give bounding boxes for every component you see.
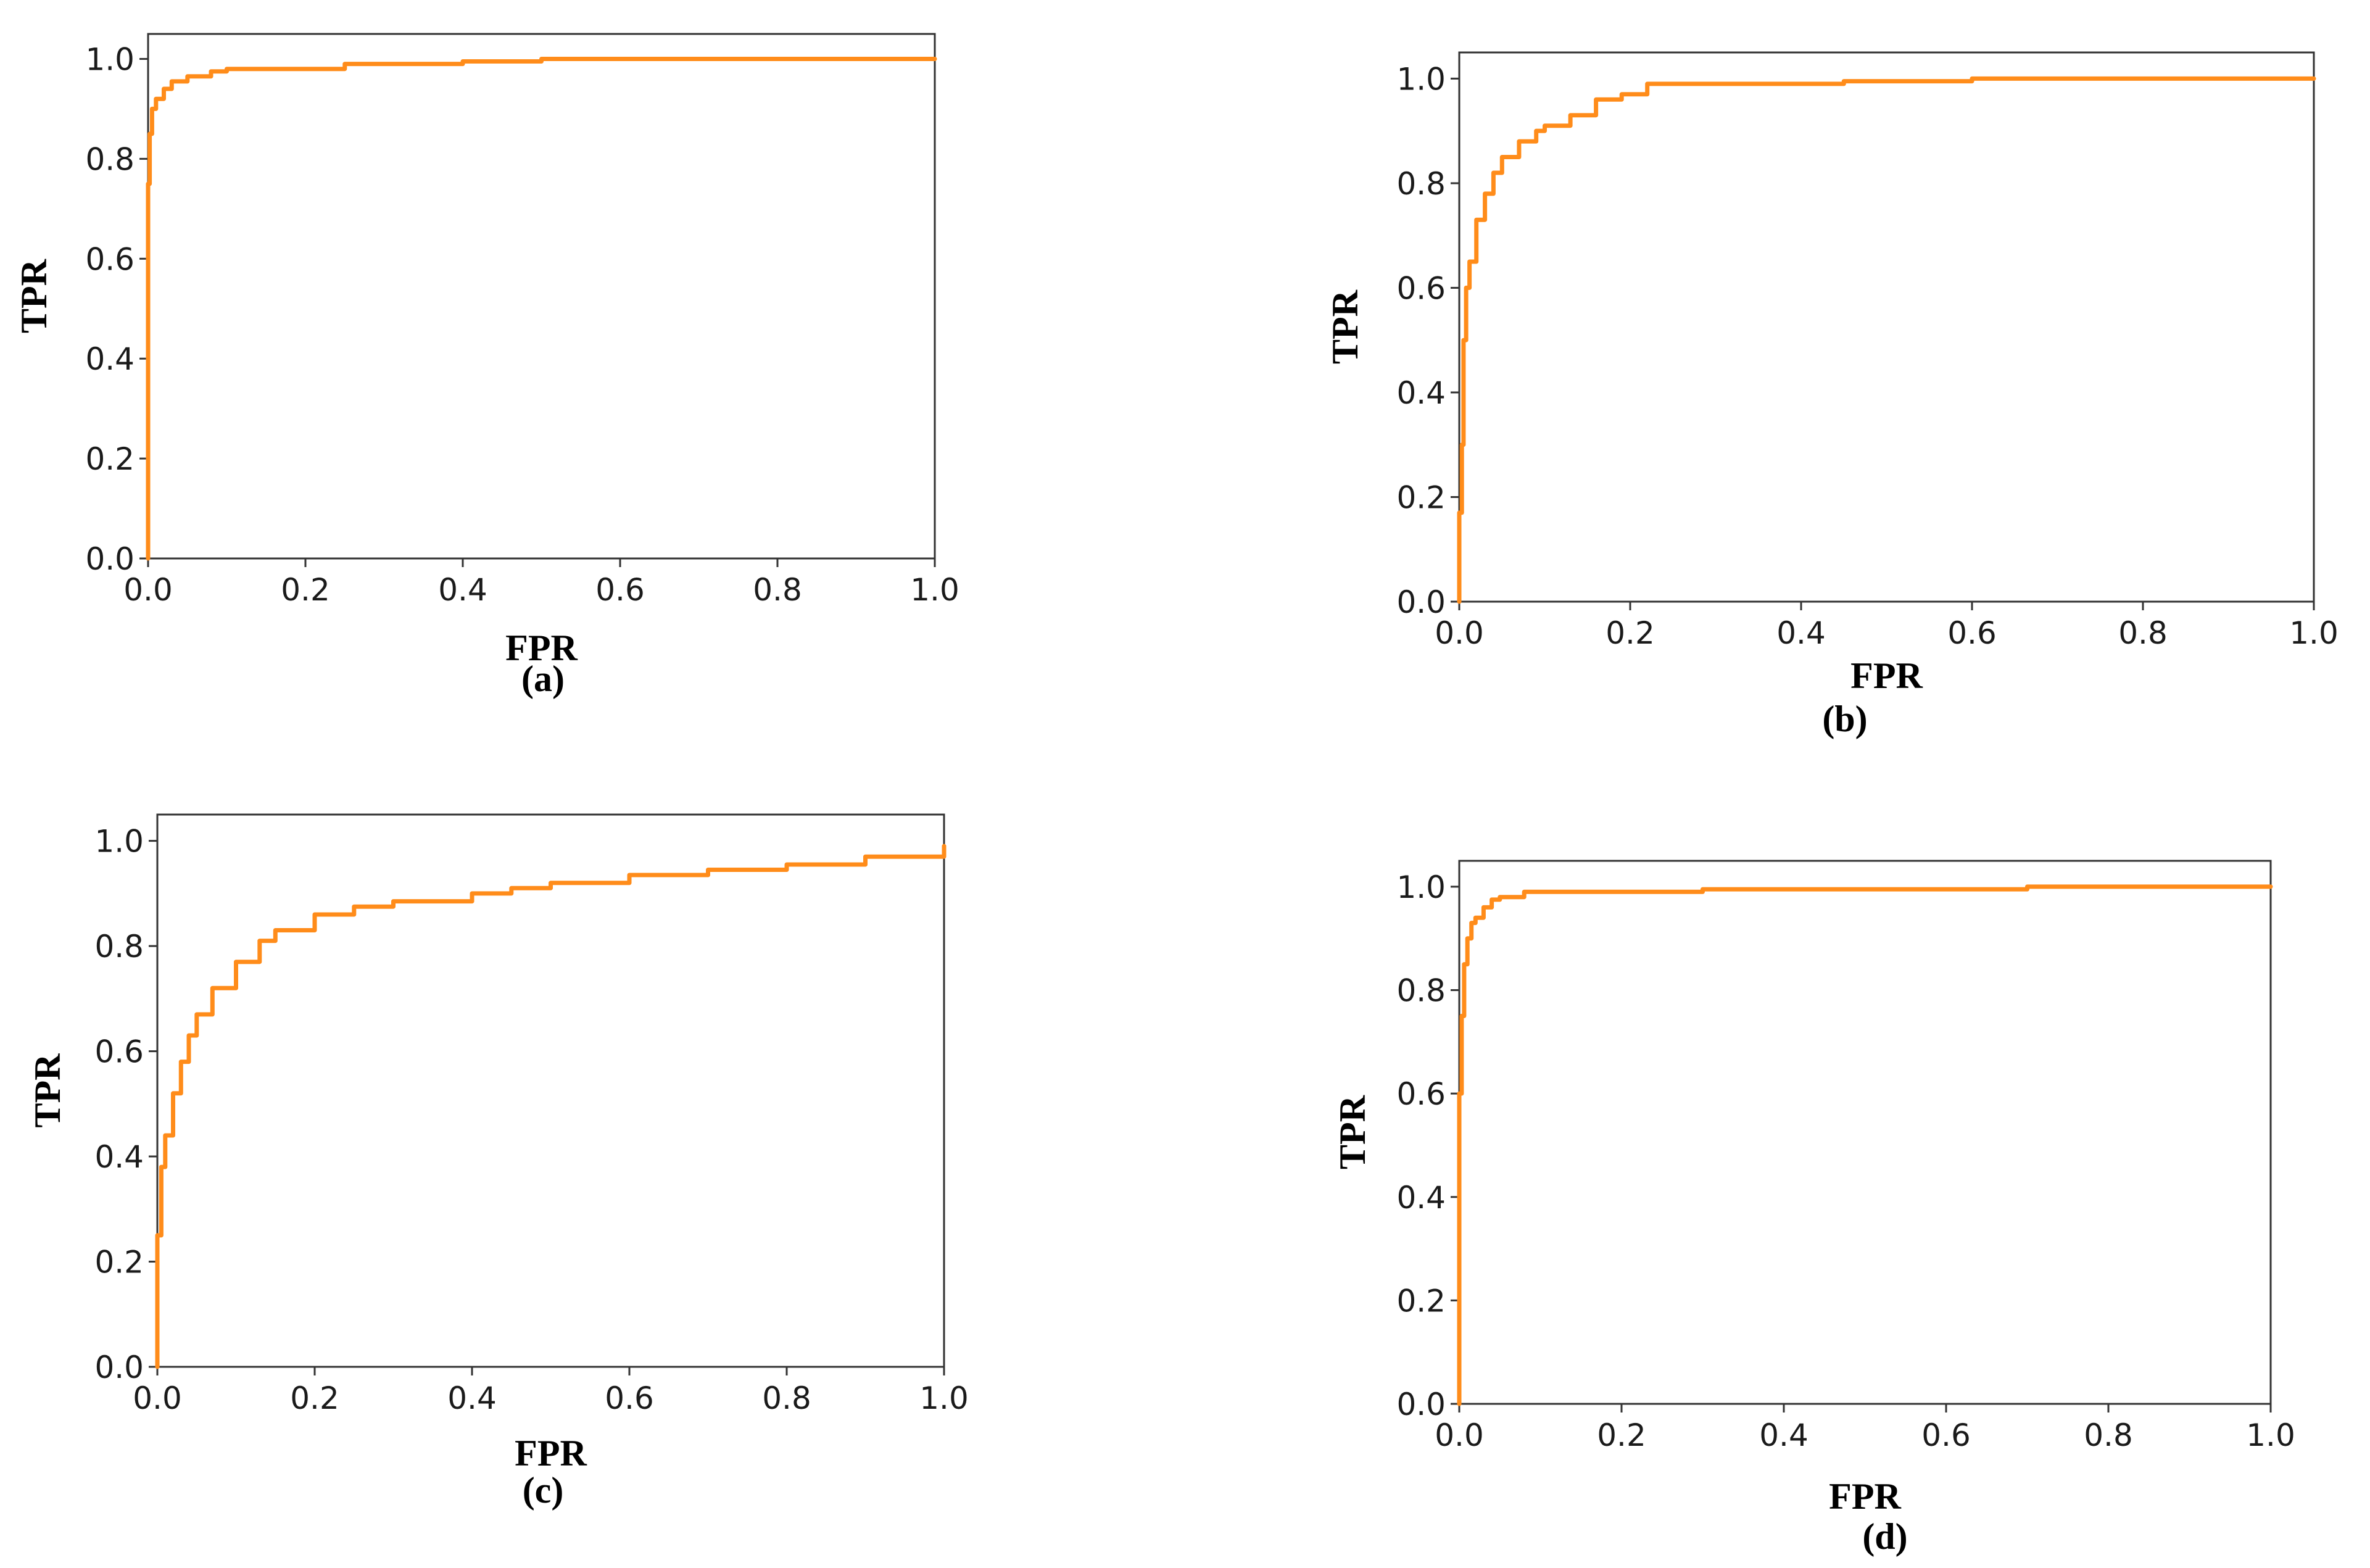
y-tick-label: 0.8 [85,141,135,177]
x-tick-label: 1.0 [910,572,959,608]
x-tick-label: 1.0 [2289,615,2339,651]
y-tick-label: 0.6 [1396,270,1446,306]
y-tick-label: 0.8 [1396,166,1446,202]
y-tick-label: 0.2 [1396,1283,1446,1319]
panel-label-a: (a) [521,658,565,699]
roc-panel-a: 0.0 0.2 0.4 0.6 0.8 1.0 0.0 0.2 0.4 0.6 0.8 1.0 FPR T… [14,33,959,699]
roc-curve-b [1457,76,2316,604]
y-tick-label: 1.0 [94,824,144,860]
y-tick-label: 0.2 [94,1245,144,1280]
y-tick-label: 0.6 [1396,1076,1446,1112]
y-axis-title: TPR [1325,289,1365,364]
roc-curve-a [146,57,937,561]
y-tick-label: 0.0 [1396,584,1446,620]
x-tick-label: 0.2 [1606,615,1655,651]
x-tick-label: 1.0 [2246,1417,2295,1453]
y-tick-label: 1.0 [1396,61,1446,97]
y-tick-label: 0.0 [1396,1387,1446,1422]
y-tick-label: 0.6 [85,241,135,277]
x-tick-label: 0.6 [1921,1417,1971,1453]
roc-curve-c [155,844,947,1369]
y-tick-label: 0.6 [94,1034,144,1070]
x-tick-label: 0.4 [438,572,487,608]
x-tick-label: 0.0 [123,572,173,608]
y-tick-label: 0.8 [94,929,144,964]
y-tick-label: 0.4 [85,341,135,377]
x-tick-label: 0.6 [1947,615,1997,651]
roc-panel-b: 0.0 0.2 0.4 0.6 0.8 1.0 0.0 0.2 0.4 0.6 0.8 1.0 FPR T… [1325,51,2339,739]
x-tick-label: 0.2 [290,1380,339,1416]
x-tick-label: 0.0 [133,1380,182,1416]
y-axis-title: TPR [27,1053,68,1128]
y-axis-title: TPR [14,259,54,333]
x-tick-label: 0.2 [281,572,330,608]
x-tick-label: 0.8 [753,572,802,608]
y-tick-label: 0.2 [1396,479,1446,515]
x-tick-label: 0.6 [605,1380,654,1416]
x-tick-label: 1.0 [919,1380,969,1416]
y-tick-label: 0.4 [1396,375,1446,411]
y-tick-label: 0.0 [85,541,135,577]
x-axis-title: FPR [1850,655,1923,696]
roc-panel-c: 0.0 0.2 0.4 0.6 0.8 1.0 0.0 0.2 0.4 0.6 0.8 1.0 FPR T… [27,813,969,1511]
y-axis-title: TPR [1332,1095,1373,1169]
plot-frame [1458,51,2315,603]
panel-label-c: (c) [523,1470,564,1511]
x-axis-title: FPR [505,628,578,668]
x-tick-label: 0.4 [1776,615,1826,651]
panel-label-d: (d) [1862,1516,1907,1557]
y-tick-label: 1.0 [1396,869,1446,905]
x-axis-title: FPR [515,1433,587,1474]
y-tick-label: 1.0 [85,41,135,77]
x-tick-label: 0.6 [595,572,645,608]
y-tick-label: 0.0 [94,1350,144,1385]
x-tick-label: 0.4 [447,1380,497,1416]
x-tick-label: 0.0 [1435,1417,1484,1453]
plot-frame [156,813,945,1368]
y-tick-label: 0.2 [85,441,135,477]
roc-curve-d [1457,884,2273,1406]
panel-label-b: (b) [1822,699,1867,739]
x-tick-label: 0.8 [2084,1417,2133,1453]
x-axis-title: FPR [1829,1476,1901,1517]
roc-panel-d: 0.0 0.2 0.4 0.6 0.8 1.0 0.0 0.2 0.4 0.6 0.8 1.0 FPR T… [1332,860,2295,1557]
y-tick-label: 0.8 [1396,973,1446,1009]
x-tick-label: 0.8 [2118,615,2168,651]
y-tick-label: 0.4 [1396,1180,1446,1216]
x-tick-label: 0.8 [762,1380,811,1416]
x-tick-label: 0.4 [1759,1417,1809,1453]
x-tick-label: 0.2 [1597,1417,1646,1453]
x-tick-label: 0.0 [1435,615,1484,651]
y-tick-label: 0.4 [94,1139,144,1175]
